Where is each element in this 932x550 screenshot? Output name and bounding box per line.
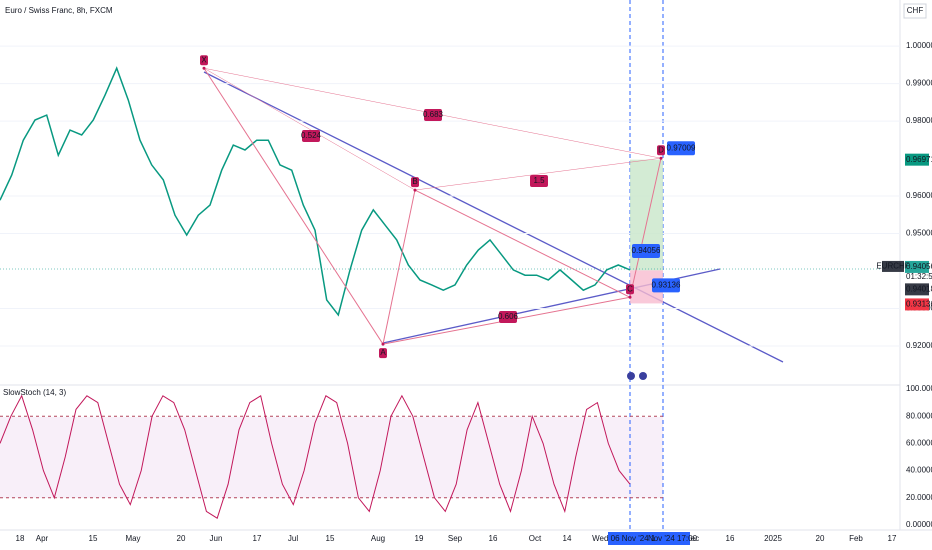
- axis-price-label: 0.96971: [906, 155, 932, 164]
- pattern-label: C: [627, 284, 633, 293]
- time-marker-box: [608, 532, 655, 545]
- pattern-point: [628, 295, 632, 299]
- x-tick-label: Dec: [685, 534, 699, 543]
- ratio-label: 0.683: [423, 110, 444, 119]
- event-icon[interactable]: [639, 372, 647, 380]
- pattern-label: B: [412, 177, 417, 186]
- x-tick-label: 15: [326, 534, 335, 543]
- ratio-box: [424, 109, 442, 121]
- stoch-line: [0, 394, 631, 519]
- price-callout: [667, 141, 695, 156]
- y-tick-label: 0.92000: [906, 341, 932, 350]
- axis-price-box: [905, 283, 929, 296]
- chart-title: Euro / Swiss Franc, 8h, FXCM: [5, 6, 113, 15]
- pattern-label-box: [657, 145, 665, 156]
- axis-price-label: 0.94018: [906, 284, 932, 293]
- axis-price-box: [905, 298, 929, 311]
- time-marker-label: Nov '24 17:00: [648, 534, 698, 543]
- currency-box[interactable]: [903, 3, 927, 19]
- ratio-label: 1.5: [533, 176, 545, 185]
- pattern-line: [203, 67, 384, 345]
- price-callout-label: 0.94056: [632, 246, 661, 255]
- x-tick-label: Apr: [36, 534, 49, 543]
- x-tick-label: May: [125, 534, 140, 543]
- pattern-point: [202, 66, 206, 70]
- axis-price-box: [905, 260, 929, 273]
- pattern-label-box: [200, 55, 208, 66]
- x-tick-label: 20: [177, 534, 186, 543]
- axis-price-label: 0.93136: [906, 300, 932, 309]
- x-tick-label: 16: [726, 534, 735, 543]
- ratio-box: [302, 130, 320, 142]
- x-tick-label: 16: [489, 534, 498, 543]
- indicator-title: SlowStoch (14, 3): [3, 388, 66, 397]
- pattern-point: [381, 342, 385, 346]
- pattern-line: [414, 189, 631, 298]
- symbol-box: [882, 260, 904, 272]
- x-tick-label: 18: [16, 534, 25, 543]
- x-tick-label: 15: [89, 534, 98, 543]
- x-tick-label: Jun: [210, 534, 223, 543]
- x-tick-label: 17: [253, 534, 262, 543]
- time-marker-box: [655, 532, 690, 545]
- x-tick-label: Oct: [529, 534, 542, 543]
- pattern-line: [382, 189, 416, 345]
- time-marker-label: Wed 06 Nov '24 17:00: [592, 534, 671, 543]
- currency[interactable]: CHF: [907, 6, 924, 15]
- axis-price-box: [905, 153, 929, 166]
- price-line: [0, 66, 631, 317]
- x-tick-label: Sep: [448, 534, 463, 543]
- ratio-label: 0.606: [498, 312, 519, 321]
- pattern-line: [414, 157, 662, 191]
- timer-label: 01:32:57: [906, 272, 932, 281]
- price-callout-label: 0.93136: [652, 281, 681, 290]
- pattern-line: [203, 68, 416, 191]
- pattern-label-box: [411, 177, 419, 188]
- pattern-line: [629, 158, 662, 298]
- x-tick-label: Feb: [849, 534, 863, 543]
- ratio-box: [530, 175, 548, 187]
- pattern-label-box: [379, 348, 387, 359]
- ratio-label: 0.524: [301, 131, 322, 140]
- x-tick-label: 14: [563, 534, 572, 543]
- event-icon[interactable]: [627, 372, 635, 380]
- price-callout: [652, 278, 680, 293]
- x-tick-label: 19: [415, 534, 424, 543]
- stoch-band: [0, 417, 663, 498]
- ratio-box: [499, 311, 517, 323]
- pattern-label-box: [626, 284, 634, 295]
- trendline: [203, 71, 784, 363]
- pattern-label: X: [201, 55, 207, 64]
- x-tick-label: Aug: [371, 534, 385, 543]
- axis-price-label: 0.94056: [906, 262, 932, 271]
- x-tick-label: 2025: [764, 534, 782, 543]
- x-tick-label: 17: [888, 534, 897, 543]
- pattern-label: A: [380, 348, 386, 357]
- price-callout: [632, 243, 660, 258]
- pattern-point: [659, 156, 663, 160]
- price-callout-label: 0.97009: [667, 143, 696, 152]
- symbol-label: EURCHF: [876, 262, 909, 271]
- pattern-label: D: [658, 145, 664, 154]
- x-tick-label: Jul: [288, 534, 298, 543]
- pattern-point: [413, 188, 417, 192]
- x-tick-label: 20: [816, 534, 825, 543]
